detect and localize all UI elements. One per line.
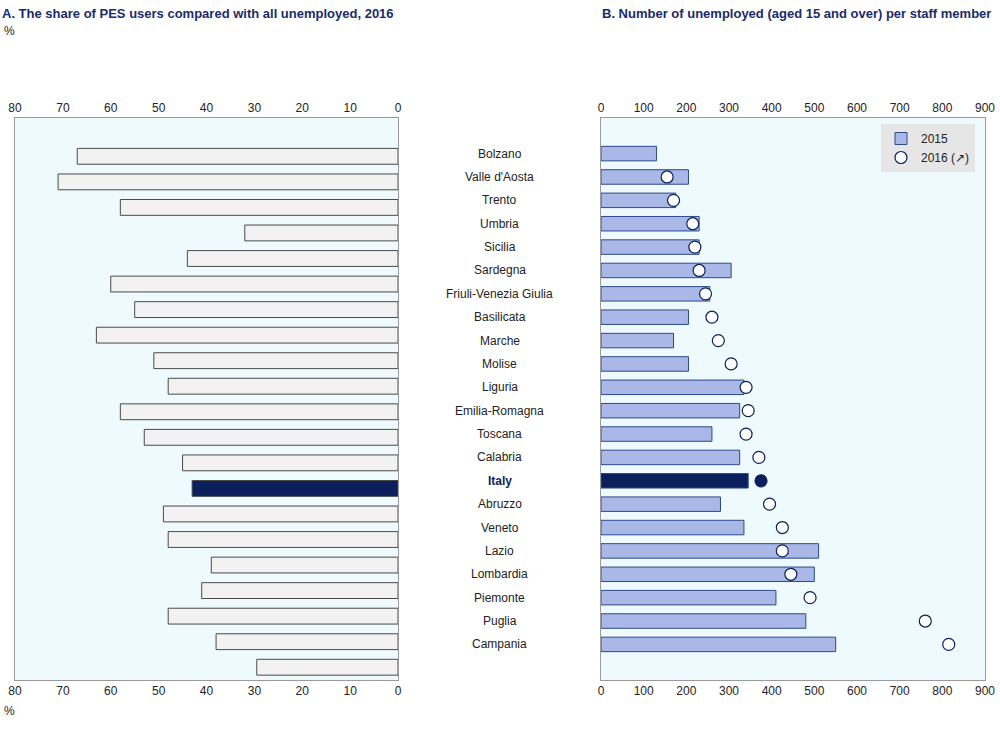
svg-text:30: 30 <box>248 101 262 115</box>
svg-text:40: 40 <box>200 101 214 115</box>
svg-text:80: 80 <box>8 684 22 698</box>
svg-text:B. Number of unemployed (aged: B. Number of unemployed (aged 15 and ove… <box>602 6 991 21</box>
svg-text:Valle d'Aosta: Valle d'Aosta <box>465 170 534 184</box>
svg-text:400: 400 <box>762 684 782 698</box>
svg-text:Campania: Campania <box>472 637 527 651</box>
svg-text:70: 70 <box>56 684 70 698</box>
svg-text:Italy: Italy <box>488 474 512 488</box>
svg-text:Sicilia: Sicilia <box>484 240 516 254</box>
svg-text:0: 0 <box>395 101 402 115</box>
svg-text:Umbria: Umbria <box>480 217 519 231</box>
svg-text:0: 0 <box>598 684 605 698</box>
svg-text:900: 900 <box>975 101 995 115</box>
svg-text:Piemonte: Piemonte <box>474 591 525 605</box>
svg-text:Veneto: Veneto <box>481 521 519 535</box>
svg-text:Lombardia: Lombardia <box>471 567 528 581</box>
svg-text:500: 500 <box>804 101 824 115</box>
svg-text:Trento: Trento <box>482 193 517 207</box>
svg-text:10: 10 <box>343 684 357 698</box>
svg-text:800: 800 <box>932 684 952 698</box>
svg-text:50: 50 <box>152 684 166 698</box>
svg-text:20: 20 <box>296 684 310 698</box>
svg-text:50: 50 <box>152 101 166 115</box>
svg-text:600: 600 <box>847 101 867 115</box>
svg-text:200: 200 <box>676 684 696 698</box>
svg-text:2016 (↗): 2016 (↗) <box>921 151 969 165</box>
svg-text:Liguria: Liguria <box>482 380 518 394</box>
svg-text:Sardegna: Sardegna <box>474 263 526 277</box>
svg-text:60: 60 <box>104 684 118 698</box>
svg-text:60: 60 <box>104 101 118 115</box>
svg-text:Emilia-Romagna: Emilia-Romagna <box>455 404 544 418</box>
svg-text:Calabria: Calabria <box>477 450 522 464</box>
svg-text:700: 700 <box>890 101 910 115</box>
svg-text:0: 0 <box>395 684 402 698</box>
svg-text:Basilicata: Basilicata <box>474 310 526 324</box>
svg-text:70: 70 <box>56 101 70 115</box>
svg-text:800: 800 <box>932 101 952 115</box>
svg-text:80: 80 <box>8 101 22 115</box>
svg-text:Bolzano: Bolzano <box>478 147 522 161</box>
svg-text:200: 200 <box>676 101 696 115</box>
svg-text:A. The share of PES users comp: A. The share of PES users compared with … <box>2 6 394 21</box>
svg-text:300: 300 <box>719 684 739 698</box>
svg-text:40: 40 <box>200 684 214 698</box>
svg-text:10: 10 <box>343 101 357 115</box>
svg-text:30: 30 <box>248 684 262 698</box>
svg-text:900: 900 <box>975 684 995 698</box>
svg-text:300: 300 <box>719 101 739 115</box>
svg-text:Friuli-Venezia Giulia: Friuli-Venezia Giulia <box>446 287 553 301</box>
svg-text:Lazio: Lazio <box>485 544 514 558</box>
svg-text:%: % <box>4 24 15 38</box>
svg-text:100: 100 <box>634 684 654 698</box>
svg-text:Abruzzo: Abruzzo <box>478 497 522 511</box>
svg-text:%: % <box>4 704 15 718</box>
svg-text:Puglia: Puglia <box>483 614 517 628</box>
svg-text:20: 20 <box>296 101 310 115</box>
svg-text:Marche: Marche <box>480 334 520 348</box>
svg-text:400: 400 <box>762 101 782 115</box>
svg-text:600: 600 <box>847 684 867 698</box>
svg-text:2015: 2015 <box>921 132 948 146</box>
svg-text:Toscana: Toscana <box>477 427 522 441</box>
svg-text:0: 0 <box>598 101 605 115</box>
svg-text:100: 100 <box>634 101 654 115</box>
svg-text:700: 700 <box>890 684 910 698</box>
svg-text:500: 500 <box>804 684 824 698</box>
svg-text:Molise: Molise <box>482 357 517 371</box>
